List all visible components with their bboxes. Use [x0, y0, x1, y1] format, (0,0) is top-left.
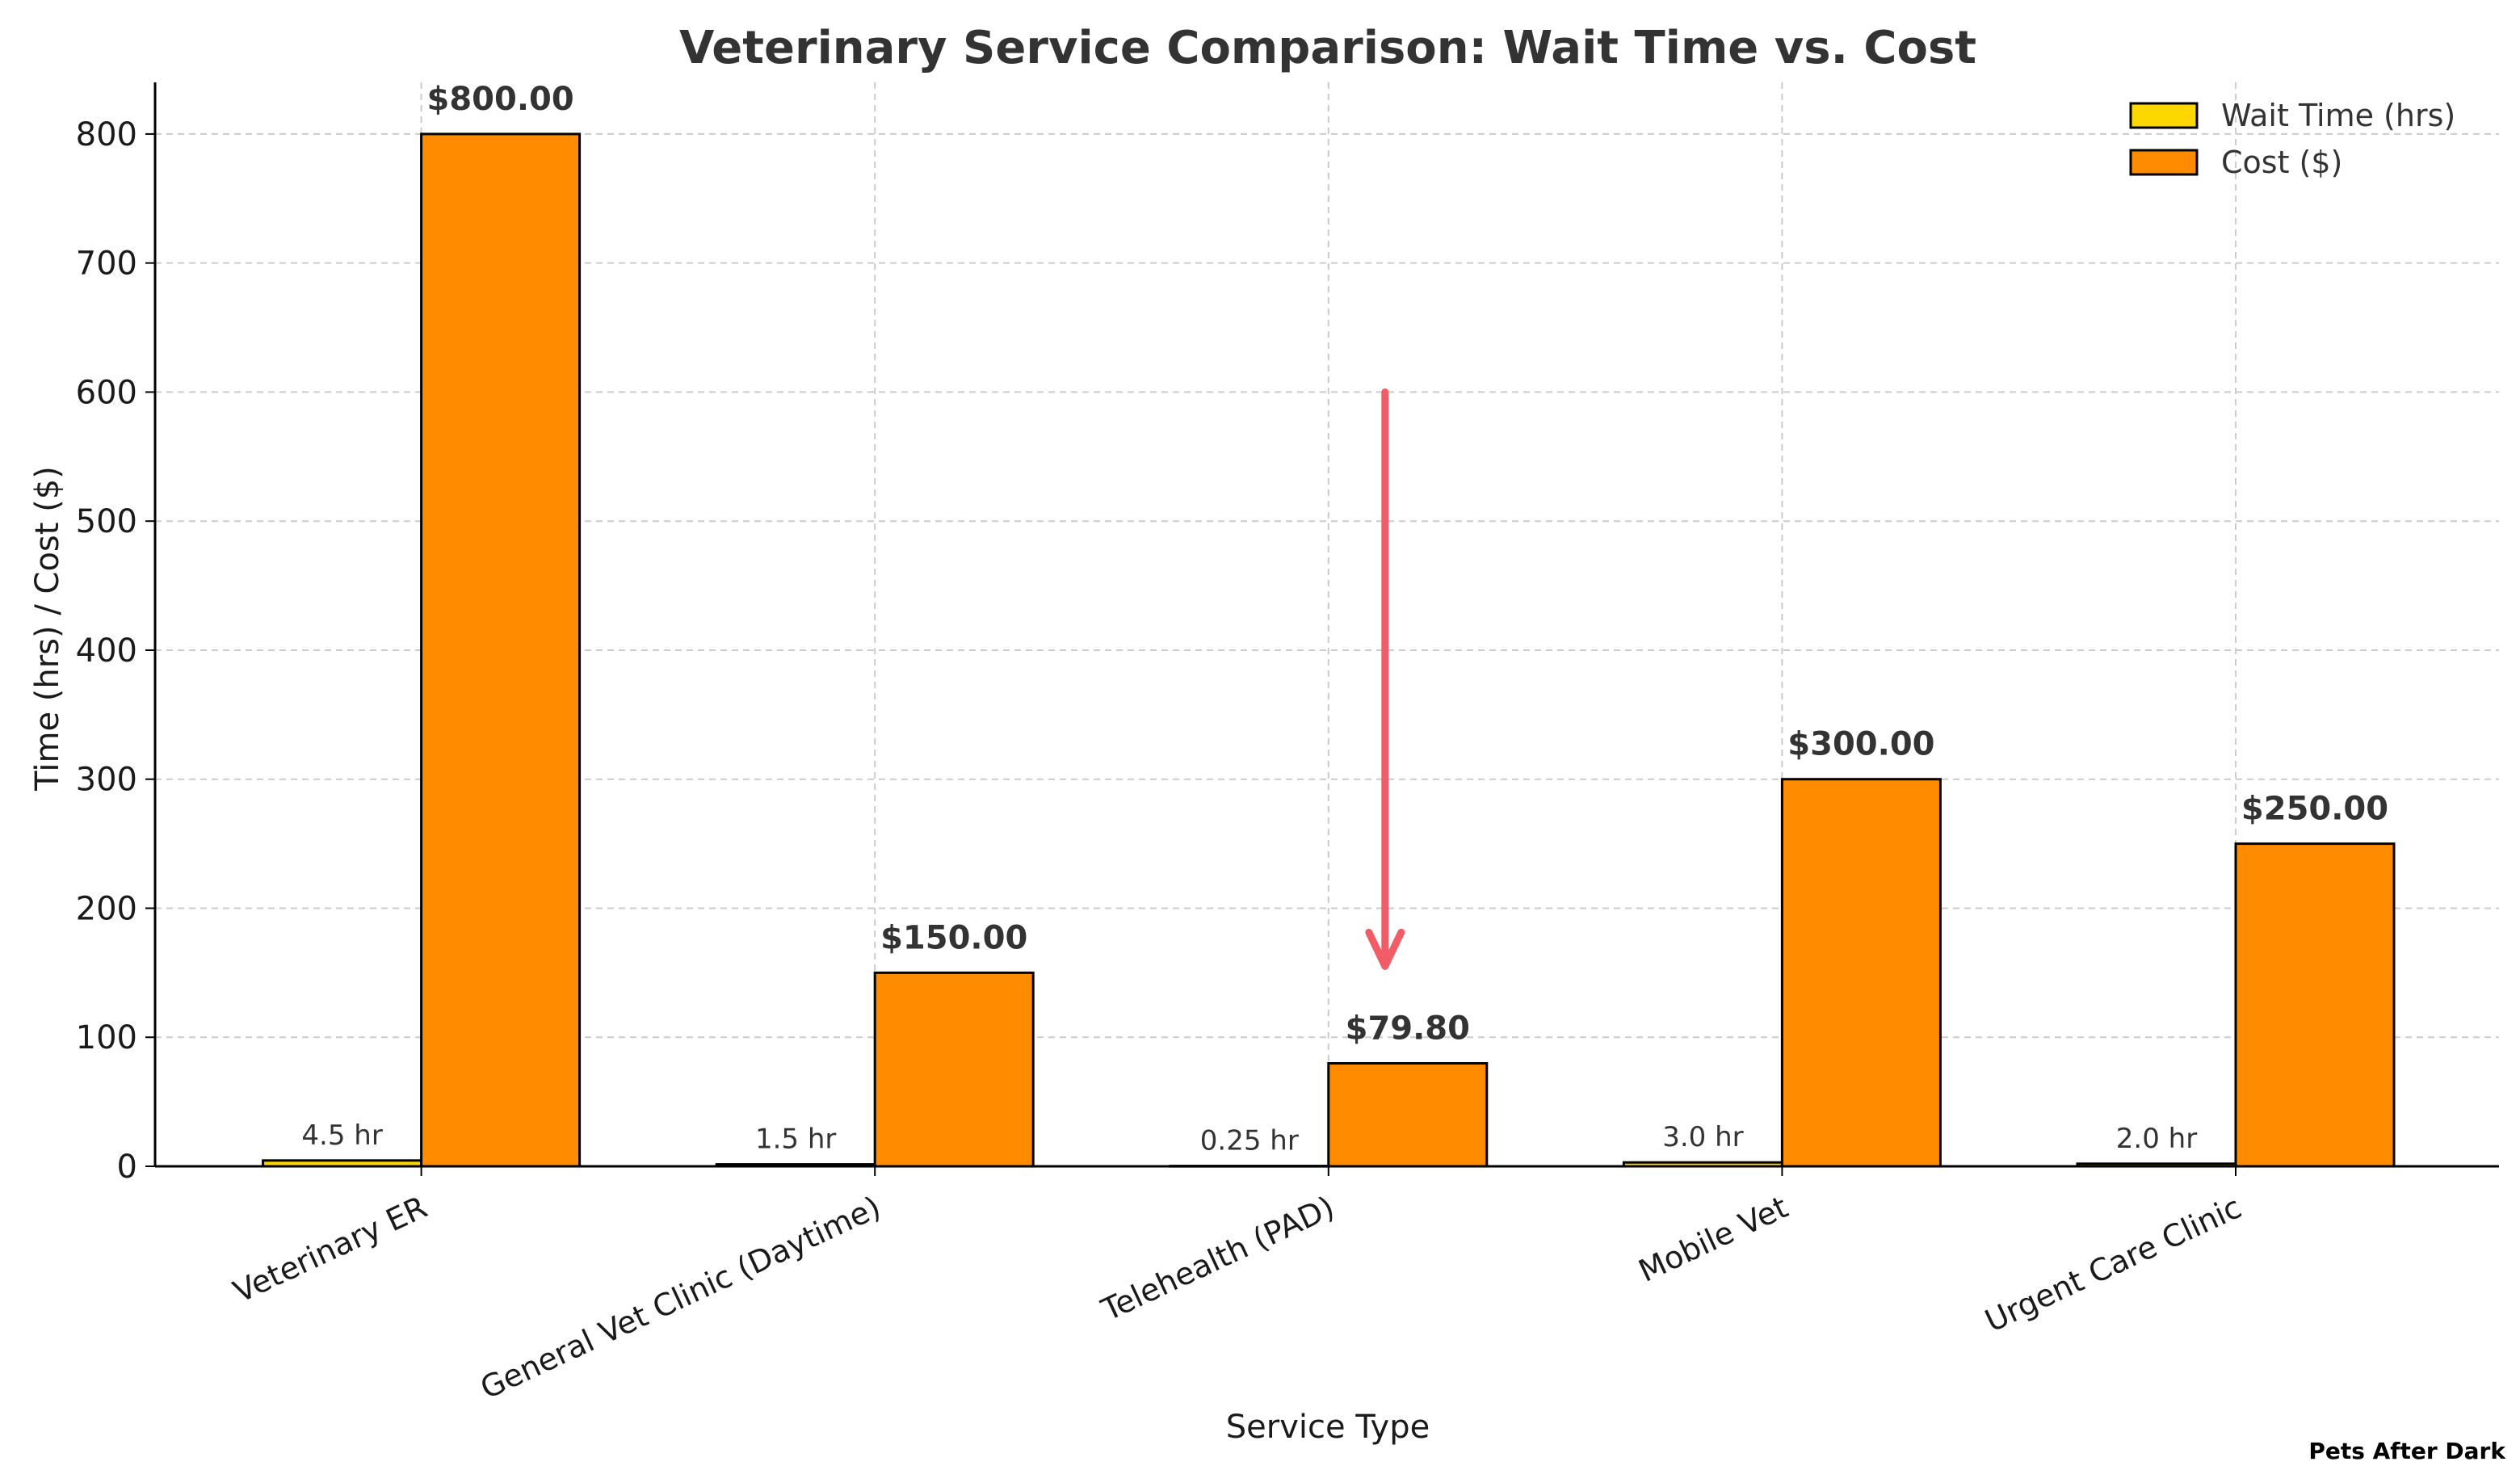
legend-swatch-wait-time: [2129, 102, 2199, 129]
cost-label-veterinary-er: $800.00: [427, 81, 574, 118]
wait-label-telehealth-pad: 0.25 hr: [1200, 1125, 1299, 1157]
y-tick-label-100: 100: [76, 1019, 137, 1056]
y-tick-label-400: 400: [76, 632, 137, 670]
wait-label-urgent-care-clinic: 2.0 hr: [2116, 1123, 2197, 1155]
x-axis-label: Service Type: [1226, 1409, 1430, 1446]
legend: Wait Time (hrs) Cost ($): [2129, 98, 2455, 180]
bar-cost-veterinary-er: [420, 132, 582, 1168]
y-tick-label-600: 600: [76, 374, 137, 411]
y-tick-label-500: 500: [76, 503, 137, 540]
y-tick-label-0: 0: [117, 1149, 137, 1186]
cost-label-mobile-vet: $300.00: [1787, 726, 1934, 763]
y-tick-label-800: 800: [76, 116, 137, 153]
bar-cost-telehealth-pad: [1327, 1062, 1489, 1168]
bar-cost-general-vet-clinic-daytime: [873, 971, 1035, 1168]
annotation: [1365, 388, 1405, 970]
y-axis-label: Time (hrs) / Cost ($): [29, 466, 66, 792]
chart-title: Veterinary Service Comparison: Wait Time…: [679, 22, 1976, 74]
wait-label-general-vet-clinic-daytime: 1.5 hr: [755, 1124, 836, 1156]
bar-cost-mobile-vet: [1780, 778, 1942, 1168]
watermark: Pets After Dark: [2308, 1438, 2506, 1464]
legend-swatch-cost: [2129, 149, 2199, 176]
cost-label-urgent-care-clinic: $250.00: [2241, 791, 2388, 828]
bars: [262, 132, 2396, 1168]
cost-label-telehealth-pad: $79.80: [1346, 1010, 1470, 1048]
annotation-arrow-head: [1365, 928, 1405, 970]
data-labels: 4.5 hr $800.00 1.5 hr $150.00 0.25 hr $79.80 3…: [301, 81, 2388, 1157]
y-tick-label-200: 200: [76, 890, 137, 927]
y-tick-label-300: 300: [76, 762, 137, 799]
bar-cost-urgent-care-clinic: [2234, 842, 2396, 1168]
legend-label-wait-time: Wait Time (hrs): [2221, 98, 2455, 133]
cost-label-general-vet-clinic-daytime: $150.00: [880, 919, 1027, 956]
wait-label-mobile-vet: 3.0 hr: [1662, 1121, 1743, 1153]
legend-label-cost: Cost ($): [2221, 145, 2342, 180]
y-tick-label-700: 700: [76, 246, 137, 283]
wait-label-veterinary-er: 4.5 hr: [301, 1119, 382, 1152]
